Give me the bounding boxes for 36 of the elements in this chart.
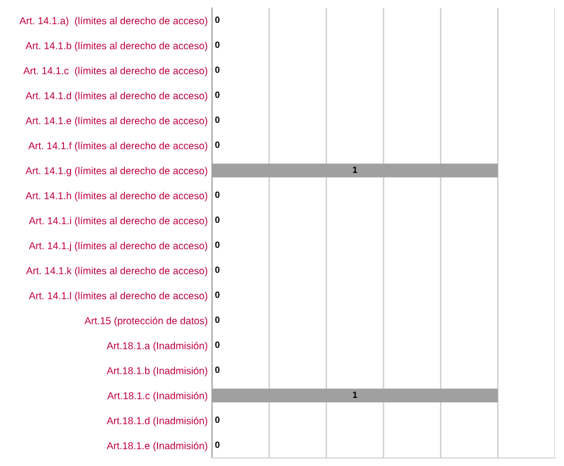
- y-tick-label: Art.15 (protección de datos): [84, 316, 208, 326]
- data-label: 0: [215, 266, 220, 273]
- data-label: 0: [215, 342, 220, 348]
- data-label: 0: [215, 192, 220, 198]
- y-tick-label: Art. 14.1.i (límites al derecho de acceso): [28, 216, 208, 226]
- data-label: 0: [215, 442, 220, 448]
- y-tick-label: Art. 14.1.b (límites al derecho de acceso): [26, 42, 208, 52]
- data-label: 0: [215, 66, 220, 73]
- data-label: 0: [215, 42, 220, 48]
- y-tick-label: Art. 14.1.h (límites al derecho de acceso): [26, 192, 208, 202]
- y-tick-label: Art. 14.1.a) (límites al derecho de acceso): [19, 16, 208, 26]
- data-label: 0: [215, 16, 220, 23]
- y-tick-label: Art. 14.1.c (límites al derecho de acceso): [23, 66, 208, 76]
- y-tick-label: Art.18.1.e (Inadmisión): [106, 442, 208, 452]
- data-label: 0: [215, 416, 220, 423]
- y-tick-label: Art. 14.1.k (límites al derecho de acceso): [26, 266, 208, 276]
- y-tick-label: Art. 14.1.e (límites al derecho de acceso): [26, 116, 208, 126]
- data-label: 1: [352, 166, 358, 173]
- y-tick-label: Art. 14.1.g (límites al derecho de acceso): [26, 166, 208, 176]
- data-label: 0: [215, 292, 220, 298]
- y-tick-label: Art.18.1.a (Inadmisión): [106, 342, 208, 352]
- y-tick-label: Art. 14.1.f (límites al derecho de acceso): [28, 142, 208, 152]
- y-tick-label: Art. 14.1.j (límites al derecho de acceso): [28, 242, 208, 252]
- data-label: 0: [215, 92, 220, 98]
- y-tick-label: Art.18.1.c (Inadmisión): [107, 392, 208, 402]
- y-tick-label: Art.18.1.d (Inadmisión): [106, 416, 208, 426]
- data-label: 0: [215, 242, 220, 248]
- y-tick-label: Art. 14.1.d (límites al derecho de acceso): [26, 92, 208, 102]
- data-label: 0: [215, 366, 220, 373]
- data-label: 0: [215, 316, 220, 323]
- data-label: 0: [215, 116, 220, 123]
- data-label: 0: [215, 216, 220, 223]
- y-tick-label: Art.18.1.b (Inadmisión): [106, 366, 208, 376]
- y-tick-label: Art. 14.1.l (límites al derecho de acceso): [28, 292, 208, 302]
- data-label: 1: [352, 392, 358, 398]
- data-label: 0: [215, 142, 220, 148]
